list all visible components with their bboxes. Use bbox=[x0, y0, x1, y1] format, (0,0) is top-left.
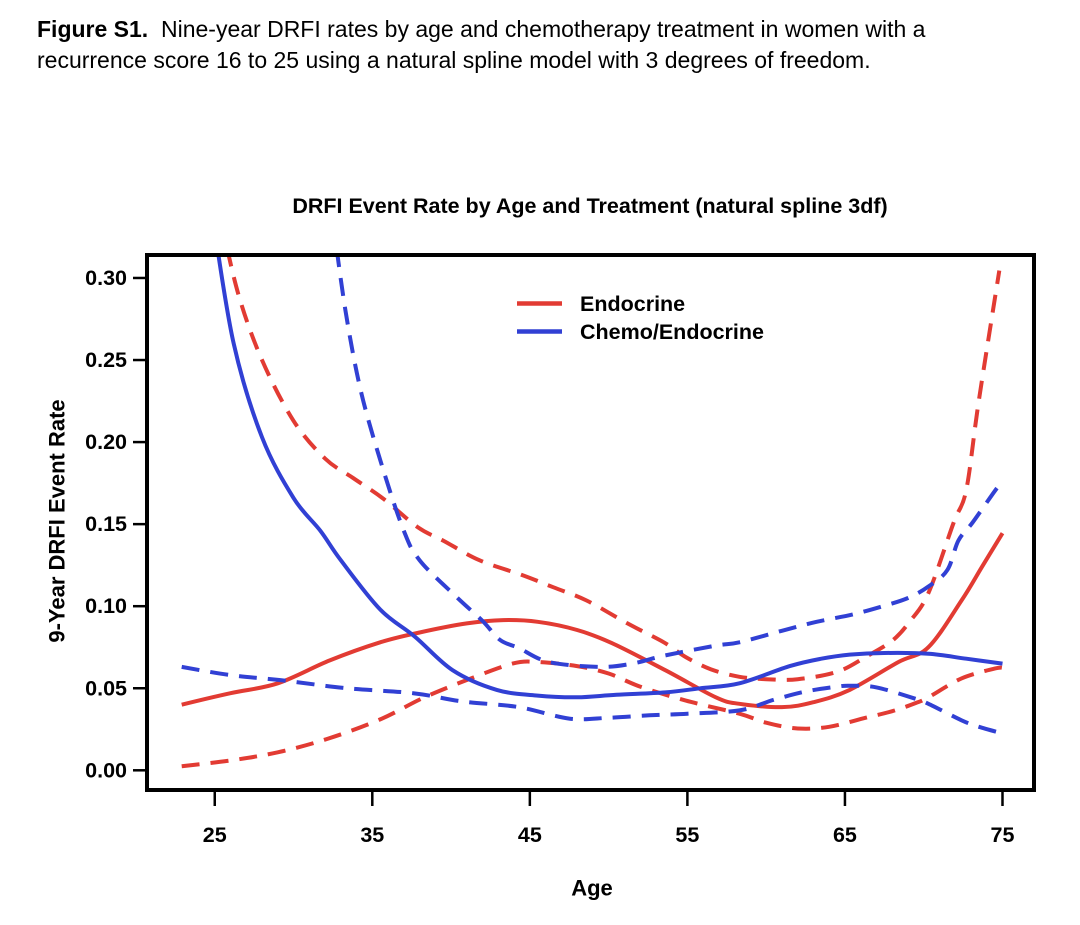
series-endocrine-upper-line bbox=[227, 257, 1002, 682]
y-axis-label: 9-Year DRFI Event Rate bbox=[45, 399, 70, 642]
legend-label-chemo-endocrine: Chemo/Endocrine bbox=[580, 320, 764, 344]
series-endocrine-estimate-line bbox=[181, 532, 1005, 710]
y-tick-label: 0.15 bbox=[85, 512, 127, 536]
series-chemo-endocrine-estimate-line bbox=[216, 257, 1003, 700]
series-chemo-endocrine-upper-line bbox=[335, 257, 1005, 669]
figure-caption-text: Nine-year DRFI rates by age and chemothe… bbox=[37, 16, 926, 73]
chart-title: DRFI Event Rate by Age and Treatment (na… bbox=[292, 194, 887, 218]
x-tick-label: 55 bbox=[675, 823, 699, 847]
x-tick-label: 25 bbox=[203, 823, 227, 847]
y-tick-label: 0.25 bbox=[85, 348, 127, 372]
y-tick-label: 0.05 bbox=[85, 676, 127, 700]
y-tick-label: 0.00 bbox=[85, 758, 127, 782]
legend: Endocrine Chemo/Endocrine bbox=[517, 292, 764, 344]
figure-caption: Figure S1. Nine-year DRFI rates by age a… bbox=[37, 14, 1037, 76]
x-tick-label: 45 bbox=[518, 823, 542, 847]
x-tick-label: 65 bbox=[833, 823, 857, 847]
plot-frame bbox=[145, 253, 1036, 792]
x-axis-label: Age bbox=[571, 876, 613, 901]
legend-label-endocrine: Endocrine bbox=[580, 292, 685, 316]
series-chemo-endocrine-lower-line bbox=[181, 664, 1004, 736]
x-tick-label: 75 bbox=[991, 823, 1015, 847]
y-tick-label: 0.30 bbox=[85, 266, 127, 290]
y-axis: 0.00 0.05 0.10 0.15 0.20 0.25 0.30 bbox=[85, 266, 145, 782]
series-endocrine-lower-line bbox=[181, 659, 1003, 769]
y-tick-label: 0.20 bbox=[85, 430, 127, 454]
curve-group bbox=[181, 257, 1005, 769]
x-tick-label: 35 bbox=[360, 823, 384, 847]
figure-caption-label: Figure S1. bbox=[37, 16, 149, 42]
x-axis: 25 35 45 55 65 75 bbox=[203, 792, 1015, 847]
y-tick-label: 0.10 bbox=[85, 594, 127, 618]
